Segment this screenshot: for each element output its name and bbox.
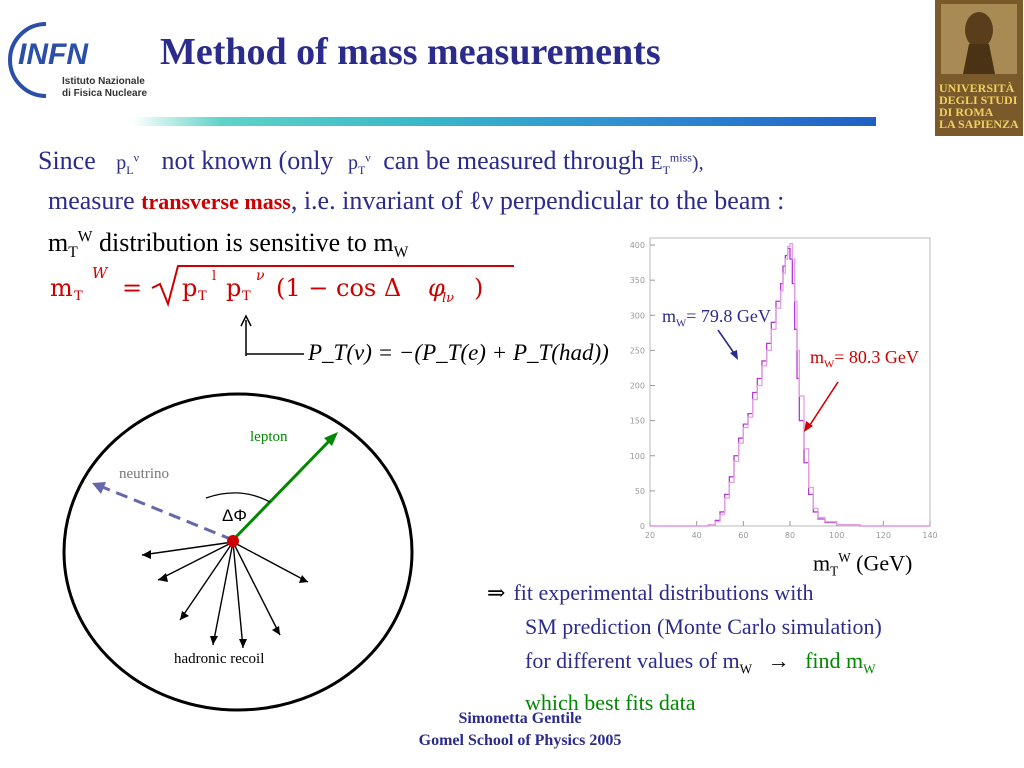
lepton-arrow xyxy=(231,434,336,542)
infn-logo-name: INFN xyxy=(18,38,89,71)
delta-phi-label: ΔΦ xyxy=(222,506,247,525)
lepton-label: lepton xyxy=(250,429,288,445)
footer-author: Simonetta Gentile xyxy=(458,710,582,727)
title-underline-bar xyxy=(132,117,876,126)
pt-neutrino-formula: P_T(ν) = −(P_T(e) + P_T(had)) xyxy=(308,340,609,365)
svg-text:lν: lν xyxy=(442,291,454,306)
svg-text:p: p xyxy=(182,274,197,302)
y-tick-label: 250 xyxy=(630,346,645,355)
annotation-79-8: mW= 79.8 GeV xyxy=(662,306,771,330)
footer: Simonetta Gentile Gomel School of Physic… xyxy=(380,708,660,752)
footer-event: Gomel School of Physics 2005 xyxy=(418,732,622,749)
svg-text:T: T xyxy=(74,289,83,304)
measure-text: measure xyxy=(48,186,135,215)
detector-circle xyxy=(62,392,414,712)
y-tick-label: 150 xyxy=(630,417,645,426)
text-line-3: mTW distribution is sensitive to mW xyxy=(48,228,408,262)
since-text: Since xyxy=(38,146,96,175)
svg-text:T: T xyxy=(198,289,207,304)
neutrino-arrow xyxy=(99,484,234,542)
fit-line-1: ⇒ fit experimental distributions with xyxy=(487,580,814,605)
transverse-mass-text: transverse mass xyxy=(141,189,291,214)
histogram-series-2 xyxy=(650,242,930,527)
mtw-symbol: mTW xyxy=(48,228,93,262)
not-known-text: not known (only xyxy=(161,146,334,175)
x-tick-label: 20 xyxy=(645,531,655,540)
x-tick-label: 60 xyxy=(738,531,748,540)
y-tick-label: 350 xyxy=(630,276,645,285)
fit-line-4: which best fits data xyxy=(525,690,696,716)
hadronic-recoil-label: hadronic recoil xyxy=(174,651,265,667)
svg-text:W: W xyxy=(92,264,109,282)
infn-logo-line1: Istituto Nazionale xyxy=(62,76,145,87)
x-axis-title: mTW (GeV) xyxy=(813,550,913,579)
annotation-80-3: mW= 80.3 GeV xyxy=(810,347,919,371)
svg-text:l: l xyxy=(212,269,216,284)
vertex-point xyxy=(227,535,239,547)
fit-line-2: SM prediction (Monte Carlo simulation) xyxy=(525,614,882,639)
invariant-text: , i.e. invariant of ℓν perpendicular to … xyxy=(290,186,785,215)
svg-text:φ: φ xyxy=(428,274,445,302)
svg-text:p: p xyxy=(226,274,241,302)
text-line-1: Since pLν not known (only pTν can be mea… xyxy=(38,146,704,178)
infn-logo-line2: di Fisica Nucleare xyxy=(62,88,147,99)
svg-text:): ) xyxy=(474,274,483,302)
y-tick-label: 300 xyxy=(630,311,645,320)
svg-text:T: T xyxy=(242,289,251,304)
svg-text:ν: ν xyxy=(256,268,265,284)
slide-title: Method of mass measurements xyxy=(160,31,661,73)
x-tick-label: 120 xyxy=(876,531,891,540)
fit-line-3: for different values of mW → find mW xyxy=(525,648,876,677)
pointer-arrow xyxy=(240,314,304,356)
x-tick-label: 100 xyxy=(829,531,844,540)
infn-logo: INFN Istituto Nazionale di Fisica Nuclea… xyxy=(8,22,147,99)
mt-histogram: 0 50 100 150 200 250 300 350 400 20 40 60 80 100 120 14… xyxy=(630,237,938,540)
y-tick-label: 400 xyxy=(630,241,645,250)
university-logo-line4: LA SAPIENZA xyxy=(939,117,1019,131)
y-tick-label: 50 xyxy=(635,487,645,496)
text-line-2: measure transverse mass, i.e. invariant … xyxy=(48,186,784,216)
et-miss-symbol: ETmiss), xyxy=(650,150,704,177)
transverse-mass-formula: m T W = p T l p T ν (1 − cos Δ φ lν ) xyxy=(50,264,514,308)
university-logo: UNIVERSITÀ DEGLI STUDI DI ROMA LA SAPIEN… xyxy=(935,0,1023,136)
hadronic-recoil-tracks xyxy=(141,541,309,649)
w-subscript: W xyxy=(393,244,409,262)
can-be-measured-text: can be measured through xyxy=(383,146,644,175)
x-tick-label: 140 xyxy=(922,531,937,540)
university-logo-line1: UNIVERSITÀ xyxy=(939,81,1015,95)
pl-nu-symbol: pLν xyxy=(116,150,140,177)
university-logo-line2: DEGLI STUDI xyxy=(939,93,1018,107)
delta-phi-arc xyxy=(205,492,271,503)
svg-text:=: = xyxy=(122,274,142,302)
fit-text-block: ⇒ fit experimental distributions with SM … xyxy=(487,576,882,720)
x-tick-label: 40 xyxy=(692,531,702,540)
svg-text:m: m xyxy=(50,274,73,302)
y-tick-label: 0 xyxy=(640,522,645,531)
university-logo-line3: DI ROMA xyxy=(939,105,994,119)
pt-nu-symbol: pTν xyxy=(347,150,371,177)
neutrino-label: neutrino xyxy=(119,466,169,482)
y-tick-label: 200 xyxy=(630,382,645,391)
svg-text:(1 − cos Δ: (1 − cos Δ xyxy=(276,274,401,302)
annotation-arrows xyxy=(717,329,839,432)
distribution-text: distribution is sensitive to m xyxy=(98,228,394,257)
event-diagram xyxy=(62,392,414,712)
x-tick-label: 80 xyxy=(785,531,795,540)
y-tick-label: 100 xyxy=(630,452,645,461)
